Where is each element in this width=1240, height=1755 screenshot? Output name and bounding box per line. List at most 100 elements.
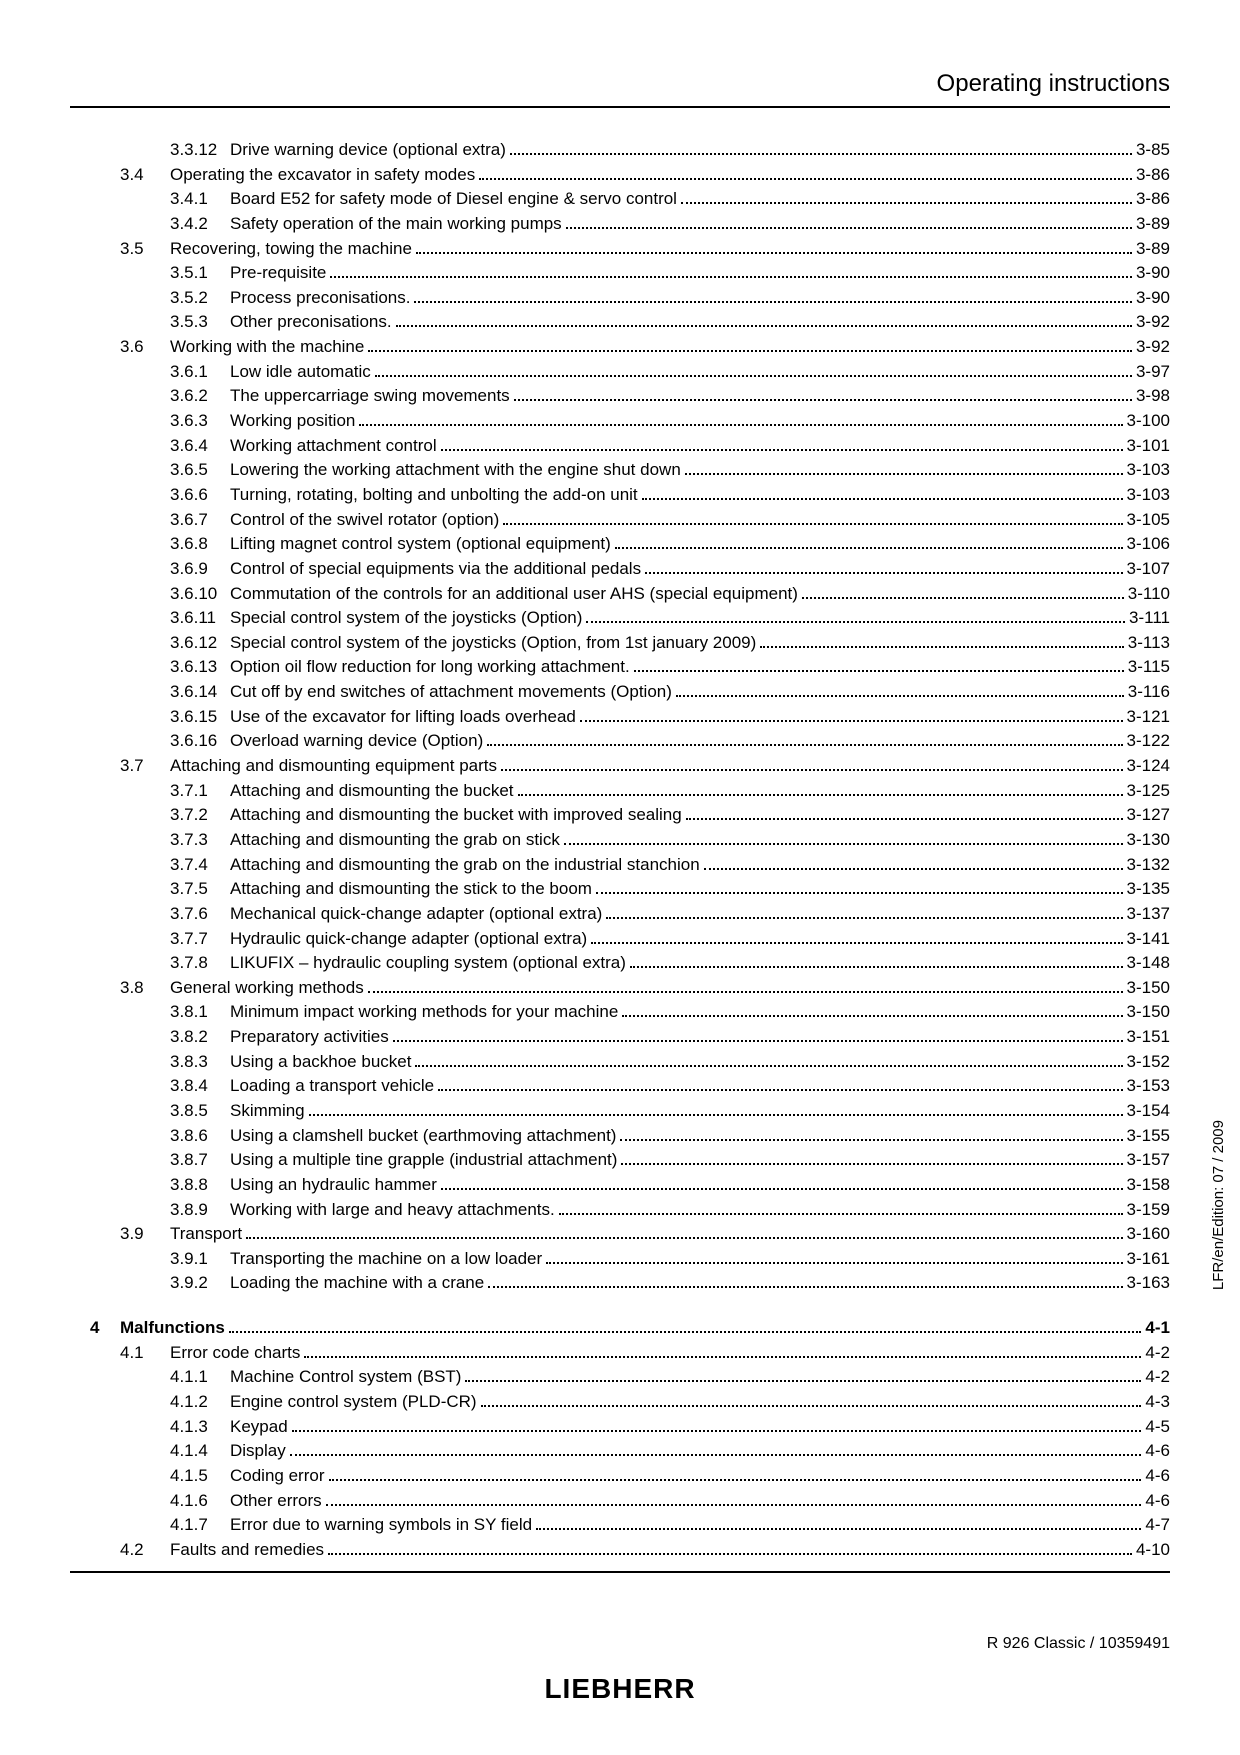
toc-page: 3-107 xyxy=(1127,557,1170,582)
toc-row: 3.8.1Minimum impact working methods for … xyxy=(90,1000,1170,1025)
toc-leader xyxy=(676,695,1124,697)
edition-side-text: LFR/en/Edition: 07 / 2009 xyxy=(1210,1120,1227,1290)
doc-reference: R 926 Classic / 10359491 xyxy=(70,1635,1170,1653)
toc-subsection-num: 3.6.6 xyxy=(170,483,230,508)
toc-leader xyxy=(685,473,1123,475)
toc-page: 3-103 xyxy=(1127,483,1170,508)
toc-leader xyxy=(359,424,1122,426)
toc-row: 3.6.13Option oil flow reduction for long… xyxy=(90,655,1170,680)
toc-row: 3.6.5Lowering the working attachment wit… xyxy=(90,458,1170,483)
toc-leader xyxy=(326,1504,1142,1506)
toc-page: 3-155 xyxy=(1127,1124,1170,1149)
toc-leader xyxy=(802,597,1124,599)
toc-subsection-num: 3.5.1 xyxy=(170,261,230,286)
toc-page: 3-157 xyxy=(1127,1148,1170,1173)
toc-title: Attaching and dismounting the bucket wit… xyxy=(230,803,682,828)
toc-row: 4.1.5Coding error 4-6 xyxy=(90,1464,1170,1489)
toc-title: Working with large and heavy attachments… xyxy=(230,1198,555,1223)
toc-title: Working with the machine xyxy=(170,335,364,360)
brand-logo: LIEBHERR xyxy=(70,1673,1170,1705)
toc-title: Special control system of the joysticks … xyxy=(230,631,756,656)
toc-title: Skimming xyxy=(230,1099,305,1124)
toc-title: Other errors xyxy=(230,1489,322,1514)
toc-leader xyxy=(416,252,1132,254)
toc-gap xyxy=(90,1296,1170,1316)
toc-row: 4.1.1Machine Control system (BST) 4-2 xyxy=(90,1365,1170,1390)
toc-leader xyxy=(415,1065,1122,1067)
toc-page: 3-141 xyxy=(1127,927,1170,952)
toc-leader xyxy=(246,1237,1122,1239)
toc-subsection-num: 3.3.12 xyxy=(170,138,230,163)
toc-section-num: 3.6 xyxy=(120,335,170,360)
toc-subsection-num: 4.1.2 xyxy=(170,1390,230,1415)
toc-page: 4-2 xyxy=(1145,1341,1170,1366)
toc-row: 3.6.6Turning, rotating, bolting and unbo… xyxy=(90,483,1170,508)
toc-row: 4.1.6Other errors 4-6 xyxy=(90,1489,1170,1514)
toc-row: 3.7.7Hydraulic quick-change adapter (opt… xyxy=(90,927,1170,952)
toc-subsection-num: 3.6.15 xyxy=(170,705,230,730)
toc-subsection-num: 3.6.9 xyxy=(170,557,230,582)
toc-leader xyxy=(514,399,1132,401)
toc-title: Error code charts xyxy=(170,1341,300,1366)
toc-leader xyxy=(580,720,1123,722)
toc-page: 3-89 xyxy=(1136,212,1170,237)
toc-subsection-num: 3.8.9 xyxy=(170,1198,230,1223)
toc-page: 4-3 xyxy=(1145,1390,1170,1415)
toc-row: 3.8.7Using a multiple tine grapple (indu… xyxy=(90,1148,1170,1173)
toc-title: Lowering the working attachment with the… xyxy=(230,458,681,483)
toc-row: 3.9.1Transporting the machine on a low l… xyxy=(90,1247,1170,1272)
toc-subsection-num: 3.5.2 xyxy=(170,286,230,311)
toc-subsection-num: 3.6.1 xyxy=(170,360,230,385)
toc-subsection-num: 3.8.2 xyxy=(170,1025,230,1050)
toc-row: 3.5.2Process preconisations. 3-90 xyxy=(90,286,1170,311)
toc-row: 4.1.7Error due to warning symbols in SY … xyxy=(90,1513,1170,1538)
toc-row: 3.6.8Lifting magnet control system (opti… xyxy=(90,532,1170,557)
toc-row: 4Malfunctions 4-1 xyxy=(90,1316,1170,1341)
toc-subsection-num: 3.7.1 xyxy=(170,779,230,804)
toc-title: Keypad xyxy=(230,1415,288,1440)
toc-row: 3.8.4Loading a transport vehicle 3-153 xyxy=(90,1074,1170,1099)
toc-leader xyxy=(591,942,1122,944)
toc-title: Transporting the machine on a low loader xyxy=(230,1247,542,1272)
toc-leader xyxy=(622,1015,1122,1017)
toc-leader xyxy=(329,1479,1142,1481)
toc-leader xyxy=(465,1380,1141,1382)
toc-row: 3.8.6Using a clamshell bucket (earthmovi… xyxy=(90,1124,1170,1149)
toc-subsection-num: 3.8.6 xyxy=(170,1124,230,1149)
toc-title: Hydraulic quick-change adapter (optional… xyxy=(230,927,587,952)
toc-row: 3.6.10Commutation of the controls for an… xyxy=(90,582,1170,607)
toc-title: Lifting magnet control system (optional … xyxy=(230,532,611,557)
toc-subsection-num: 3.7.6 xyxy=(170,902,230,927)
toc-leader xyxy=(704,868,1123,870)
toc-subsection-num: 3.7.5 xyxy=(170,877,230,902)
toc-page: 3-103 xyxy=(1127,458,1170,483)
toc-row: 3.5.3Other preconisations. 3-92 xyxy=(90,310,1170,335)
toc-subsection-num: 3.7.4 xyxy=(170,853,230,878)
toc-page: 3-151 xyxy=(1127,1025,1170,1050)
toc-leader xyxy=(621,1163,1122,1165)
toc-row: 3.8.5Skimming 3-154 xyxy=(90,1099,1170,1124)
toc-page: 3-127 xyxy=(1127,803,1170,828)
toc-title: Board E52 for safety mode of Diesel engi… xyxy=(230,187,677,212)
toc-title: Mechanical quick-change adapter (optiona… xyxy=(230,902,602,927)
toc-title: Cut off by end switches of attachment mo… xyxy=(230,680,672,705)
toc-page: 3-150 xyxy=(1127,976,1170,1001)
toc-subsection-num: 3.6.3 xyxy=(170,409,230,434)
toc-page: 3-148 xyxy=(1127,951,1170,976)
toc-title: Preparatory activities xyxy=(230,1025,389,1050)
toc-row: 4.2Faults and remedies 4-10 xyxy=(90,1538,1170,1563)
toc-title: Coding error xyxy=(230,1464,325,1489)
toc-page: 3-116 xyxy=(1128,680,1170,705)
toc-page: 3-105 xyxy=(1127,508,1170,533)
toc-leader xyxy=(441,449,1123,451)
toc-leader xyxy=(328,1553,1132,1555)
toc-title: Operating the excavator in safety modes xyxy=(170,163,475,188)
toc-title: Attaching and dismounting the stick to t… xyxy=(230,877,592,902)
toc-page: 3-132 xyxy=(1127,853,1170,878)
toc-row: 3.8.9Working with large and heavy attach… xyxy=(90,1198,1170,1223)
toc-leader xyxy=(414,301,1131,303)
toc-row: 3.4Operating the excavator in safety mod… xyxy=(90,163,1170,188)
toc-leader xyxy=(559,1213,1123,1215)
toc-row: 3.6.16Overload warning device (Option) 3… xyxy=(90,729,1170,754)
toc-subsection-num: 3.8.8 xyxy=(170,1173,230,1198)
